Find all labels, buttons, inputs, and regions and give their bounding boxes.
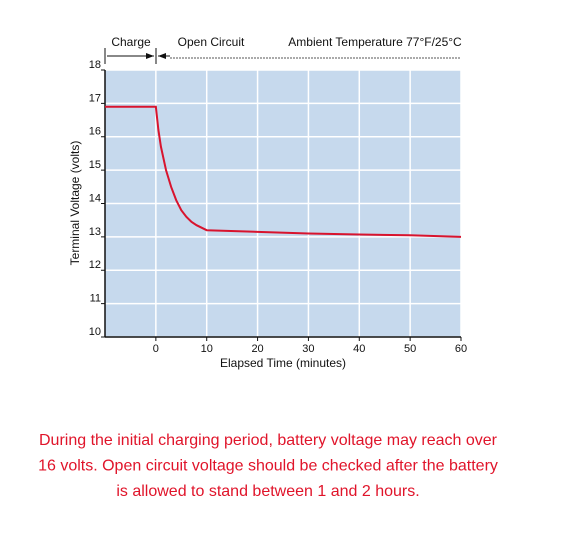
caption: During the initial charging period, batt…	[39, 432, 498, 449]
y-axis-label: Terminal Voltage (volts)	[68, 141, 82, 266]
annotation-arrows	[104, 48, 461, 64]
annotation: Open Circuit	[178, 35, 245, 49]
x-tick-label: 30	[302, 343, 314, 355]
annotation: Charge	[111, 35, 151, 49]
y-tick-label: 12	[89, 259, 101, 271]
x-axis-label: Elapsed Time (minutes)	[220, 356, 346, 370]
x-tick-label: 60	[455, 343, 467, 355]
x-tick-label: 0	[153, 343, 159, 355]
y-tick-label: 16	[89, 126, 101, 138]
y-tick-label: 18	[89, 59, 101, 71]
y-tick-label: 10	[89, 326, 101, 338]
caption: 16 volts. Open circuit voltage should be…	[38, 458, 498, 475]
x-tick-label: 10	[201, 343, 213, 355]
annotation: Ambient Temperature 77°F/25°C	[288, 35, 462, 49]
caption: is allowed to stand between 1 and 2 hour…	[116, 483, 419, 500]
y-tick-label: 15	[89, 159, 101, 171]
y-tick-label: 17	[89, 92, 101, 104]
x-tick-label: 20	[251, 343, 263, 355]
data-line	[105, 105, 462, 238]
y-tick-label: 13	[89, 226, 101, 238]
x-tick-label: 50	[404, 343, 416, 355]
y-tick-label: 11	[90, 293, 101, 305]
y-tick-label: 14	[89, 192, 101, 204]
x-tick-label: 40	[353, 343, 365, 355]
